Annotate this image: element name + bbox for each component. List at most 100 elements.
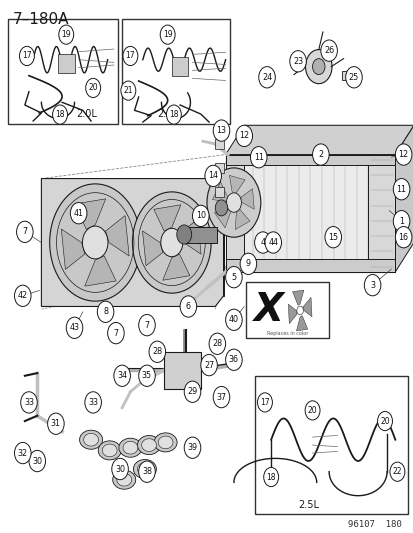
- Circle shape: [107, 322, 124, 344]
- Text: 6: 6: [185, 302, 190, 311]
- Text: 12: 12: [239, 132, 249, 140]
- Circle shape: [29, 450, 45, 472]
- Circle shape: [138, 314, 155, 336]
- Text: 28: 28: [152, 348, 162, 356]
- Circle shape: [59, 25, 74, 44]
- Text: 11: 11: [396, 185, 406, 193]
- Polygon shape: [235, 209, 249, 230]
- Polygon shape: [123, 441, 138, 454]
- Text: 27: 27: [204, 361, 214, 369]
- Circle shape: [392, 179, 409, 200]
- Polygon shape: [141, 439, 156, 451]
- Polygon shape: [296, 316, 307, 331]
- Text: 7: 7: [22, 228, 27, 236]
- Circle shape: [257, 393, 272, 412]
- Text: 2: 2: [318, 150, 323, 159]
- Bar: [341, 71, 351, 80]
- Circle shape: [192, 205, 209, 227]
- Bar: [163, 352, 200, 389]
- Text: 7: 7: [113, 329, 118, 337]
- Circle shape: [17, 221, 33, 243]
- Circle shape: [215, 200, 227, 216]
- Text: 23: 23: [292, 57, 302, 66]
- Text: 7: 7: [144, 321, 149, 329]
- Text: 1: 1: [398, 217, 403, 225]
- Polygon shape: [162, 254, 190, 280]
- Text: 18: 18: [266, 473, 275, 481]
- Text: 37: 37: [216, 393, 226, 401]
- Text: 20: 20: [379, 417, 389, 425]
- Circle shape: [225, 309, 242, 330]
- Polygon shape: [292, 290, 303, 305]
- Text: X: X: [254, 292, 283, 329]
- Polygon shape: [142, 231, 162, 266]
- Text: 30: 30: [32, 457, 42, 465]
- Bar: [368, 155, 394, 272]
- Text: 22: 22: [392, 467, 401, 476]
- Text: 16: 16: [398, 233, 408, 241]
- Polygon shape: [212, 182, 227, 201]
- Circle shape: [225, 266, 242, 288]
- Text: 41: 41: [74, 209, 83, 217]
- Circle shape: [52, 105, 67, 124]
- Circle shape: [254, 232, 271, 253]
- Text: 34: 34: [117, 372, 127, 380]
- Circle shape: [226, 193, 241, 212]
- Polygon shape: [137, 435, 160, 455]
- Bar: [246, 282, 328, 338]
- Text: 28: 28: [212, 340, 222, 348]
- Polygon shape: [41, 179, 223, 306]
- Polygon shape: [116, 473, 131, 486]
- Text: 11: 11: [253, 153, 263, 161]
- Text: 7–180A: 7–180A: [12, 12, 69, 27]
- Text: 25: 25: [348, 73, 358, 82]
- Text: 42: 42: [18, 292, 28, 300]
- Circle shape: [392, 211, 409, 232]
- Text: 24: 24: [261, 73, 271, 82]
- Polygon shape: [394, 125, 413, 272]
- Polygon shape: [50, 184, 223, 296]
- Text: 32: 32: [18, 449, 28, 457]
- Circle shape: [204, 165, 221, 187]
- Text: 31: 31: [51, 419, 61, 428]
- Text: 20: 20: [88, 84, 98, 92]
- Bar: [215, 163, 223, 173]
- Circle shape: [209, 333, 225, 354]
- Text: 3: 3: [369, 281, 374, 289]
- Text: 44: 44: [268, 238, 278, 247]
- Bar: [184, 227, 217, 243]
- Circle shape: [176, 225, 191, 244]
- Text: 14: 14: [208, 172, 218, 180]
- Text: 10: 10: [195, 212, 205, 220]
- Polygon shape: [287, 304, 297, 324]
- Polygon shape: [214, 208, 230, 228]
- Text: 12: 12: [398, 150, 408, 159]
- Polygon shape: [85, 256, 116, 286]
- Circle shape: [160, 25, 175, 44]
- Circle shape: [180, 296, 196, 317]
- Polygon shape: [119, 438, 142, 457]
- Text: 18: 18: [55, 110, 64, 119]
- Text: 5: 5: [231, 273, 236, 281]
- Circle shape: [235, 125, 252, 147]
- Circle shape: [345, 67, 361, 88]
- Circle shape: [112, 458, 128, 480]
- Circle shape: [166, 105, 181, 124]
- Circle shape: [21, 392, 37, 413]
- Polygon shape: [225, 155, 394, 272]
- Text: 30: 30: [115, 465, 125, 473]
- Circle shape: [296, 306, 303, 314]
- Text: 33: 33: [88, 398, 98, 407]
- Circle shape: [213, 386, 229, 408]
- Polygon shape: [61, 229, 85, 269]
- Circle shape: [121, 81, 135, 100]
- Text: 21: 21: [123, 86, 133, 95]
- Bar: [8, 19, 118, 124]
- Text: 17: 17: [125, 52, 135, 60]
- Polygon shape: [240, 189, 254, 209]
- Circle shape: [19, 46, 34, 66]
- Text: 9: 9: [245, 260, 250, 268]
- Text: 35: 35: [142, 372, 152, 380]
- Polygon shape: [98, 441, 121, 460]
- Text: 20: 20: [307, 406, 317, 415]
